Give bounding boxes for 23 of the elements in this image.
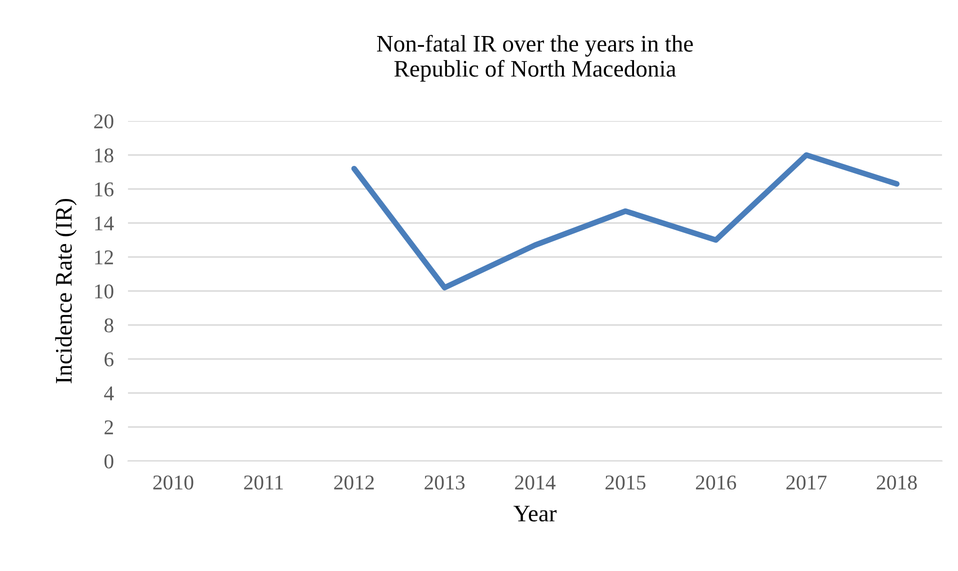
y-tick-label: 14 bbox=[95, 216, 114, 230]
x-tick-label: 2013 bbox=[424, 475, 465, 490]
x-tick-label: 2011 bbox=[244, 475, 283, 490]
x-tick-label: 2016 bbox=[696, 475, 736, 490]
y-tick-label: 0 bbox=[104, 454, 114, 468]
y-tick-label: 6 bbox=[104, 352, 114, 366]
x-tick-label: 2018 bbox=[876, 475, 917, 490]
x-tick-label: 2015 bbox=[606, 475, 646, 490]
y-tick-label: 10 bbox=[95, 284, 114, 298]
x-tick-label: 2017 bbox=[786, 475, 827, 490]
y-tick-label: 12 bbox=[95, 250, 113, 264]
y-tick-label: 2 bbox=[104, 420, 113, 434]
y-tick-label: 16 bbox=[95, 182, 114, 196]
y-tick-label: 18 bbox=[95, 148, 114, 162]
chart-title: Non-fatal IR over the years in the Republic of North Macedonia bbox=[377, 34, 693, 82]
x-tick-label: 2010 bbox=[153, 475, 194, 490]
y-axis-title: Incidence Rate (IR) bbox=[55, 198, 77, 384]
y-tick-label: 8 bbox=[104, 318, 114, 332]
y-tick-label: 4 bbox=[104, 386, 114, 400]
x-tick-label: 2012 bbox=[334, 475, 374, 490]
y-tick-label: 20 bbox=[94, 114, 114, 128]
x-tick-label: 2014 bbox=[515, 475, 556, 490]
x-axis-title: Year bbox=[514, 506, 557, 522]
